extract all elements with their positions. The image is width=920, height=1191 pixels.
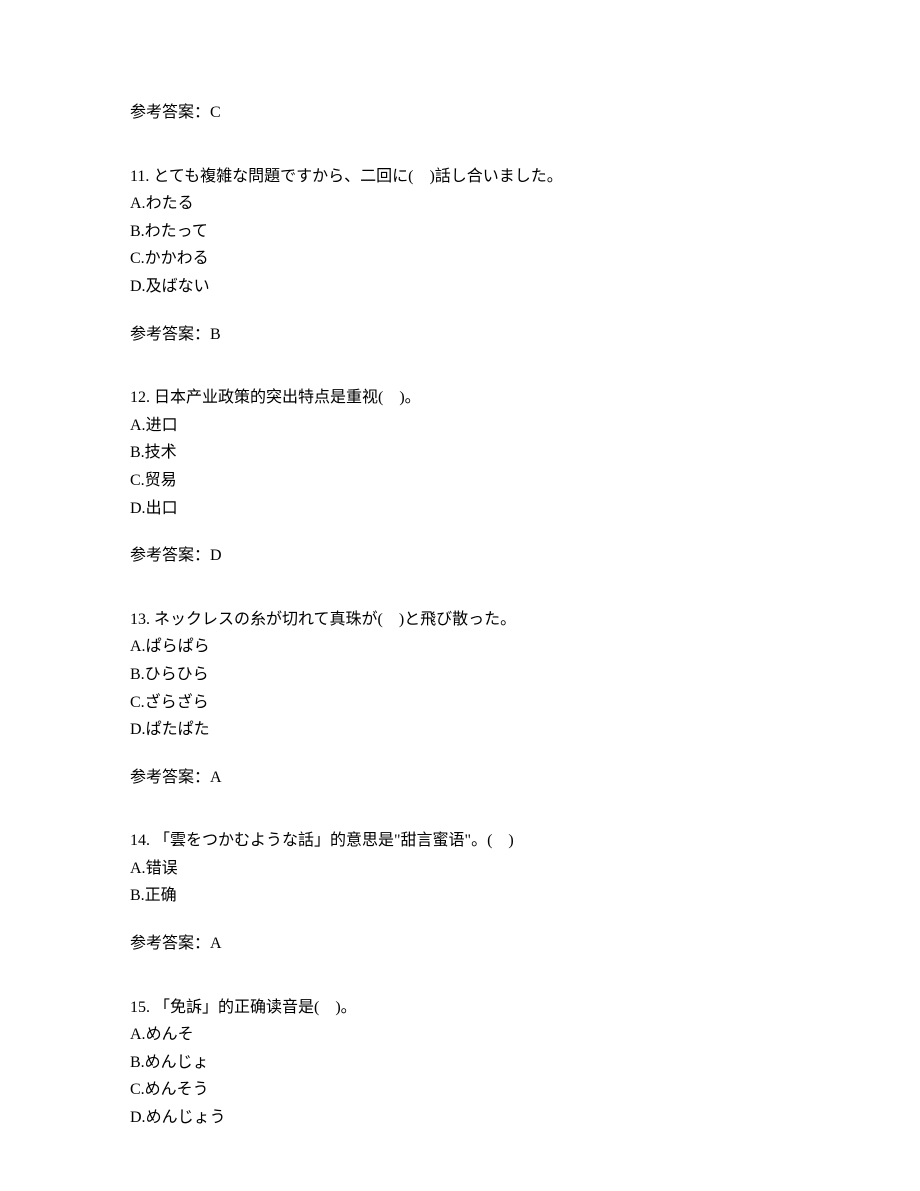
answer-label: 参考答案： <box>130 935 210 952</box>
option-text: めんそ <box>146 1026 194 1043</box>
option-d: D.出口 <box>130 496 790 522</box>
option-letter: C. <box>130 472 145 489</box>
option-b: B.技术 <box>130 440 790 466</box>
question-text: 15. 「免訴」的正确读音是( )。 <box>130 995 790 1021</box>
answer-line: 参考答案：B <box>130 322 790 348</box>
option-text: わたる <box>146 195 194 212</box>
answer-value: A <box>210 935 222 952</box>
option-letter: B. <box>130 666 145 683</box>
option-text: 出口 <box>146 500 178 517</box>
question-number: 12. <box>130 389 150 406</box>
question-body: 日本产业政策的突出特点是重视( )。 <box>154 389 421 406</box>
option-b: B.正确 <box>130 883 790 909</box>
option-text: ぱらぱら <box>146 638 210 655</box>
option-letter: B. <box>130 444 145 461</box>
option-b: B.めんじょ <box>130 1050 790 1076</box>
option-text: 进口 <box>146 417 178 434</box>
answer-line: 参考答案：D <box>130 543 790 569</box>
option-text: 及ばない <box>146 278 210 295</box>
option-d: D.及ばない <box>130 274 790 300</box>
option-letter: D. <box>130 1109 146 1126</box>
option-c: C.めんそう <box>130 1077 790 1103</box>
answer-label: 参考答案： <box>130 547 210 564</box>
option-letter: D. <box>130 278 146 295</box>
question-body: 「免訴」的正确读音是( )。 <box>154 999 357 1016</box>
option-text: めんそう <box>145 1081 209 1098</box>
question-body: 「雲をつかむような話」的意思是"甜言蜜语"。( ) <box>154 832 514 849</box>
answer-value: D <box>210 547 222 564</box>
option-text: ぱたぱた <box>146 721 210 738</box>
option-letter: C. <box>130 250 145 267</box>
option-text: ひらひら <box>145 666 209 683</box>
option-d: D.めんじょう <box>130 1105 790 1131</box>
option-letter: D. <box>130 721 146 738</box>
question-15: 15. 「免訴」的正确读音是( )。 A.めんそ B.めんじょ C.めんそう D… <box>130 995 790 1131</box>
question-body: ネックレスの糸が切れて真珠が( )と飛び散った。 <box>154 611 516 628</box>
question-number: 13. <box>130 611 150 628</box>
question-number: 11. <box>130 168 149 185</box>
question-12: 12. 日本产业政策的突出特点是重视( )。 A.进口 B.技术 C.贸易 D.… <box>130 385 790 569</box>
option-letter: B. <box>130 1054 145 1071</box>
question-13: 13. ネックレスの糸が切れて真珠が( )と飛び散った。 A.ぱらぱら B.ひら… <box>130 607 790 791</box>
question-body: とても複雑な問題ですから、二回に( )話し合いました。 <box>153 168 562 185</box>
option-a: A.めんそ <box>130 1022 790 1048</box>
answer-value: A <box>210 769 222 786</box>
option-d: D.ぱたぱた <box>130 717 790 743</box>
option-text: 贸易 <box>145 472 177 489</box>
answer-line: 参考答案：A <box>130 765 790 791</box>
option-a: A.ぱらぱら <box>130 634 790 660</box>
question-number: 15. <box>130 999 150 1016</box>
option-letter: C. <box>130 1081 145 1098</box>
option-text: 错误 <box>146 860 178 877</box>
option-c: C.ざらざら <box>130 690 790 716</box>
top-answer-value: C <box>210 104 221 121</box>
option-letter: A. <box>130 195 146 212</box>
answer-label: 参考答案： <box>130 326 210 343</box>
option-letter: D. <box>130 500 146 517</box>
question-14: 14. 「雲をつかむような話」的意思是"甜言蜜语"。( ) A.错误 B.正确 … <box>130 828 790 956</box>
option-letter: A. <box>130 417 146 434</box>
option-c: C.贸易 <box>130 468 790 494</box>
question-number: 14. <box>130 832 150 849</box>
option-letter: B. <box>130 223 145 240</box>
option-text: かかわる <box>145 250 209 267</box>
question-text: 11. とても複雑な問題ですから、二回に( )話し合いました。 <box>130 164 790 190</box>
option-a: A.进口 <box>130 413 790 439</box>
option-letter: B. <box>130 887 145 904</box>
question-text: 14. 「雲をつかむような話」的意思是"甜言蜜语"。( ) <box>130 828 790 854</box>
answer-value: B <box>210 326 221 343</box>
answer-line: 参考答案：A <box>130 931 790 957</box>
option-text: 正确 <box>145 887 177 904</box>
option-text: ざらざら <box>145 694 209 711</box>
option-a: A.错误 <box>130 856 790 882</box>
option-letter: A. <box>130 860 146 877</box>
top-answer-line: 参考答案：C <box>130 100 790 126</box>
option-text: めんじょ <box>145 1054 209 1071</box>
option-text: 技术 <box>145 444 177 461</box>
option-text: めんじょう <box>146 1109 226 1126</box>
top-answer-label: 参考答案： <box>130 104 210 121</box>
option-letter: A. <box>130 1026 146 1043</box>
option-b: B.わたって <box>130 219 790 245</box>
option-text: わたって <box>145 223 208 240</box>
question-text: 12. 日本产业政策的突出特点是重视( )。 <box>130 385 790 411</box>
option-a: A.わたる <box>130 191 790 217</box>
option-c: C.かかわる <box>130 246 790 272</box>
option-letter: A. <box>130 638 146 655</box>
option-b: B.ひらひら <box>130 662 790 688</box>
question-text: 13. ネックレスの糸が切れて真珠が( )と飛び散った。 <box>130 607 790 633</box>
option-letter: C. <box>130 694 145 711</box>
answer-label: 参考答案： <box>130 769 210 786</box>
question-11: 11. とても複雑な問題ですから、二回に( )話し合いました。 A.わたる B.… <box>130 164 790 348</box>
